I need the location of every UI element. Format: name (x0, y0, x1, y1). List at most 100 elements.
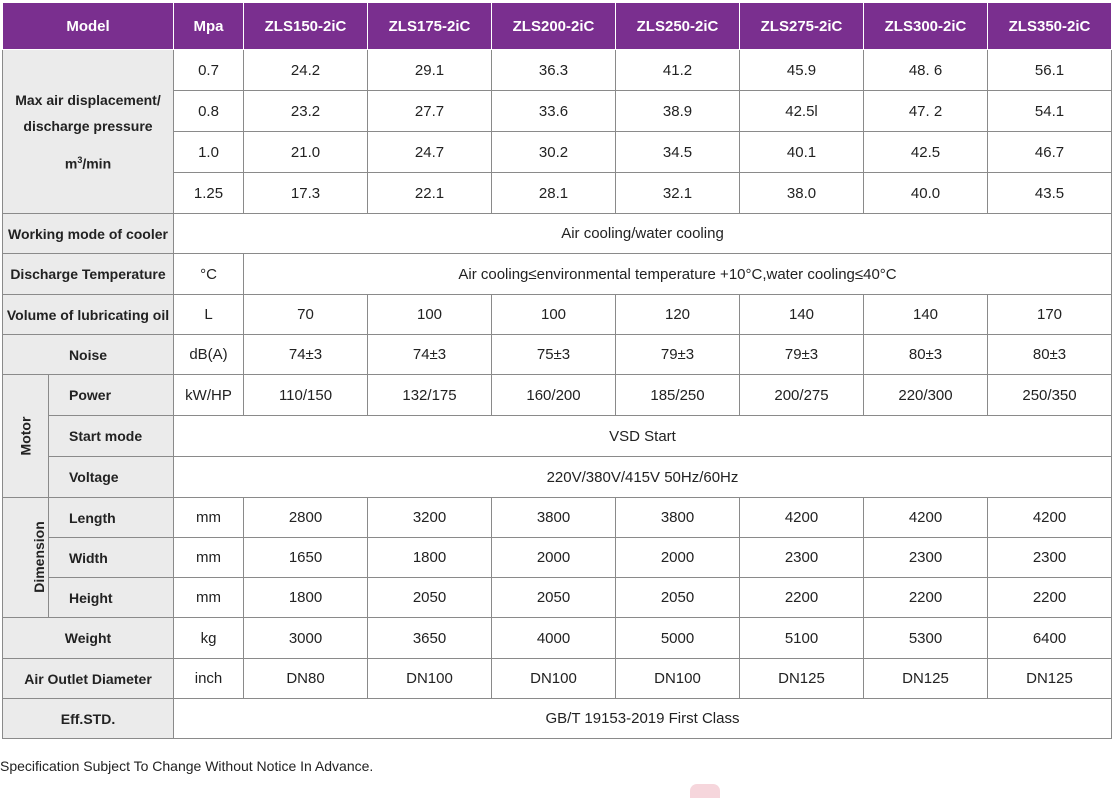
length-unit: mm (173, 497, 244, 538)
table-row: Width mm 1650 1800 2000 2000 2300 2300 2… (3, 537, 1112, 578)
header-model-6: ZLS300-2iC (863, 2, 988, 50)
header-model-5: ZLS275-2iC (739, 2, 864, 50)
value-cell: 2300 (863, 537, 988, 578)
value-cell: DN125 (987, 658, 1112, 699)
value-cell: 74±3 (367, 334, 492, 375)
value-cell: 110/150 (243, 374, 368, 416)
value-cell: 70 (243, 294, 368, 335)
watermark-stamp (690, 784, 720, 798)
table-row: Start mode VSD Start (3, 415, 1112, 457)
voltage-label: Voltage (48, 456, 174, 498)
value-cell: 74±3 (243, 334, 368, 375)
length-label: Length (48, 497, 174, 538)
voltage-value: 220V/380V/415V 50Hz/60Hz (173, 456, 1112, 498)
lub-oil-label: Volume of lubricating oil (2, 294, 174, 335)
weight-unit: kg (173, 617, 244, 659)
discharge-temp-unit: °C (173, 253, 244, 295)
value-cell: 34.5 (615, 131, 740, 173)
value-cell: 45.9 (739, 49, 864, 91)
value-cell: 40.1 (739, 131, 864, 173)
value-cell: 1800 (367, 537, 492, 578)
motor-group-label: Motor (2, 374, 49, 498)
table-row: Weight kg 3000 3650 4000 5000 5100 5300 … (2, 617, 1112, 659)
value-cell: 2200 (987, 577, 1112, 618)
value-cell: DN80 (243, 658, 368, 699)
discharge-temp-value: Air cooling≤environmental temperature +1… (243, 253, 1112, 295)
pressure-cell: 0.7 (173, 49, 244, 91)
table-row: Dimension Length mm 2800 3200 3800 3800 … (2, 497, 1112, 618)
value-cell: 48. 6 (863, 49, 988, 91)
value-cell: 170 (987, 294, 1112, 335)
value-cell: 32.1 (615, 172, 740, 214)
value-cell: 41.2 (615, 49, 740, 91)
weight-label: Weight (2, 617, 174, 659)
header-model-2: ZLS175-2iC (367, 2, 492, 50)
value-cell: 4200 (987, 497, 1112, 538)
value-cell: 4000 (491, 617, 616, 659)
header-model-3: ZLS200-2iC (491, 2, 616, 50)
value-cell: 2800 (243, 497, 368, 538)
value-cell: DN100 (615, 658, 740, 699)
value-cell: 3650 (367, 617, 492, 659)
pressure-cell: 0.8 (173, 90, 244, 132)
start-mode-label: Start mode (48, 415, 174, 457)
height-label: Height (48, 577, 174, 618)
value-cell: 23.2 (243, 90, 368, 132)
value-cell: DN125 (863, 658, 988, 699)
value-cell: 2200 (863, 577, 988, 618)
value-cell: 33.6 (491, 90, 616, 132)
value-cell: 5300 (863, 617, 988, 659)
lub-oil-unit: L (173, 294, 244, 335)
value-cell: 80±3 (987, 334, 1112, 375)
value-cell: 28.1 (491, 172, 616, 214)
height-unit: mm (173, 577, 244, 618)
value-cell: 2200 (739, 577, 864, 618)
value-cell: 2300 (987, 537, 1112, 578)
width-label: Width (48, 537, 174, 578)
power-label: Power (48, 374, 174, 416)
dimension-group-label: Dimension (2, 497, 49, 618)
eff-value: GB/T 19153-2019 First Class (173, 698, 1112, 739)
value-cell: DN100 (491, 658, 616, 699)
table-row: Motor Power kW/HP 110/150 132/175 160/20… (2, 374, 1112, 498)
value-cell: 2050 (367, 577, 492, 618)
value-cell: 79±3 (615, 334, 740, 375)
value-cell: 120 (615, 294, 740, 335)
value-cell: 75±3 (491, 334, 616, 375)
value-cell: 17.3 (243, 172, 368, 214)
value-cell: 185/250 (615, 374, 740, 416)
noise-label: Noise (2, 334, 174, 375)
value-cell: 4200 (739, 497, 864, 538)
table-row: Noise dB(A) 74±3 74±3 75±3 79±3 79±3 80±… (2, 334, 1112, 375)
value-cell: 5100 (739, 617, 864, 659)
value-cell: 132/175 (367, 374, 492, 416)
value-cell: 250/350 (987, 374, 1112, 416)
value-cell: 1650 (243, 537, 368, 578)
table-row: 1.25 17.3 22.1 28.1 32.1 38.0 40.0 43.5 (3, 172, 1112, 214)
pressure-cell: 1.25 (173, 172, 244, 214)
value-cell: 54.1 (987, 90, 1112, 132)
value-cell: 5000 (615, 617, 740, 659)
value-cell: 2000 (615, 537, 740, 578)
value-cell: 3800 (615, 497, 740, 538)
table-row: 1.0 21.0 24.7 30.2 34.5 40.1 42.5 46.7 (3, 131, 1112, 173)
value-cell: 4200 (863, 497, 988, 538)
eff-label: Eff.STD. (2, 698, 174, 739)
value-cell: 2050 (615, 577, 740, 618)
value-cell: 40.0 (863, 172, 988, 214)
table-row: Air Outlet Diameter inch DN80 DN100 DN10… (2, 658, 1112, 699)
power-unit: kW/HP (173, 374, 244, 416)
value-cell: 24.2 (243, 49, 368, 91)
value-cell: 47. 2 (863, 90, 988, 132)
value-cell: 2050 (491, 577, 616, 618)
header-mpa: Mpa (173, 2, 244, 50)
discharge-temp-label: Discharge Temperature (2, 253, 174, 295)
table-row: Max air displacement/ discharge pressure… (2, 49, 1112, 214)
value-cell: 3200 (367, 497, 492, 538)
air-displacement-label: Max air displacement/ discharge pressure… (2, 49, 174, 214)
value-cell: 36.3 (491, 49, 616, 91)
value-cell: 2300 (739, 537, 864, 578)
table-row: Voltage 220V/380V/415V 50Hz/60Hz (3, 456, 1112, 498)
header-model-4: ZLS250-2iC (615, 2, 740, 50)
value-cell: 42.5l (739, 90, 864, 132)
